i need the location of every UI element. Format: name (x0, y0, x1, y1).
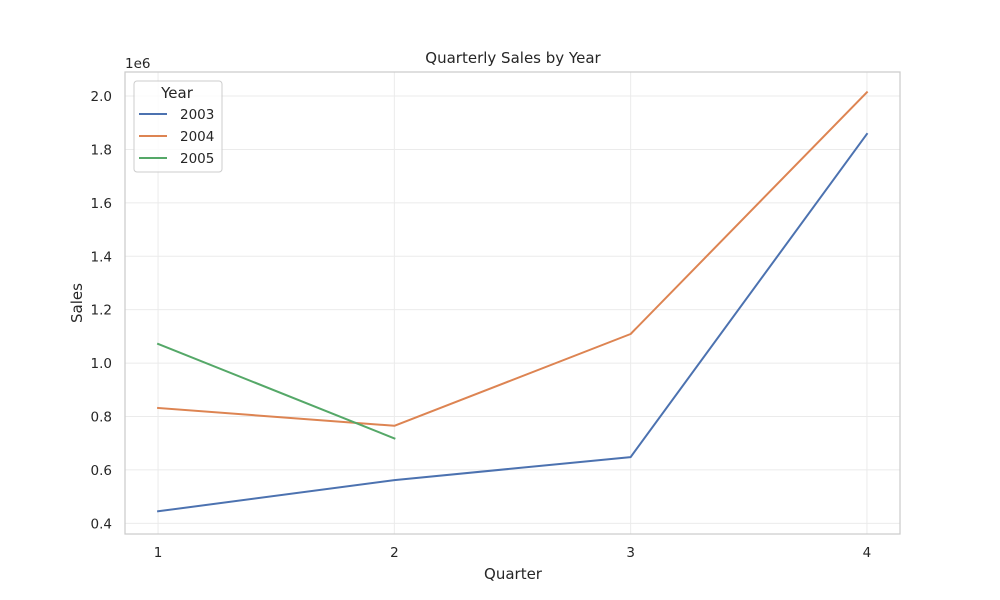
y-axis-ticks: 0.4 0.6 0.8 1.0 1.2 1.4 1.6 1.8 2.0 (91, 89, 112, 532)
y-tick-label: 0.6 (91, 463, 112, 479)
y-tick-label: 2.0 (91, 89, 112, 105)
legend-label-2004: 2004 (180, 129, 214, 145)
y-tick-label: 1.4 (91, 249, 112, 265)
series-line-2003 (156, 132, 869, 513)
legend-title: Year (160, 84, 194, 102)
y-axis-label: Sales (68, 283, 86, 323)
chart-title: Quarterly Sales by Year (425, 49, 601, 67)
series-line-2004 (157, 90, 869, 427)
y-tick-label: 0.4 (91, 516, 112, 532)
x-tick-label: 3 (626, 545, 635, 561)
x-tick-label: 1 (154, 545, 163, 561)
series-line-2005 (156, 342, 396, 440)
series-lines (156, 90, 869, 513)
plot-frame (124, 71, 901, 535)
legend-label-2003: 2003 (180, 107, 214, 123)
gridlines (125, 72, 900, 534)
y-tick-label: 1.8 (91, 142, 112, 158)
x-tick-label: 2 (390, 545, 399, 561)
legend-label-2005: 2005 (180, 151, 214, 167)
y-tick-label: 1.0 (91, 356, 112, 372)
legend-box (133, 80, 223, 173)
x-axis-ticks: 1 2 3 4 (154, 545, 871, 561)
y-tick-label: 1.2 (91, 303, 112, 319)
y-tick-label: 1.6 (91, 196, 112, 212)
y-tick-label: 0.8 (91, 409, 112, 425)
x-tick-label: 4 (863, 545, 872, 561)
x-axis-label: Quarter (484, 565, 543, 583)
legend: Year 2003 2004 2005 (133, 80, 223, 173)
y-offset-label: 1e6 (125, 56, 150, 72)
